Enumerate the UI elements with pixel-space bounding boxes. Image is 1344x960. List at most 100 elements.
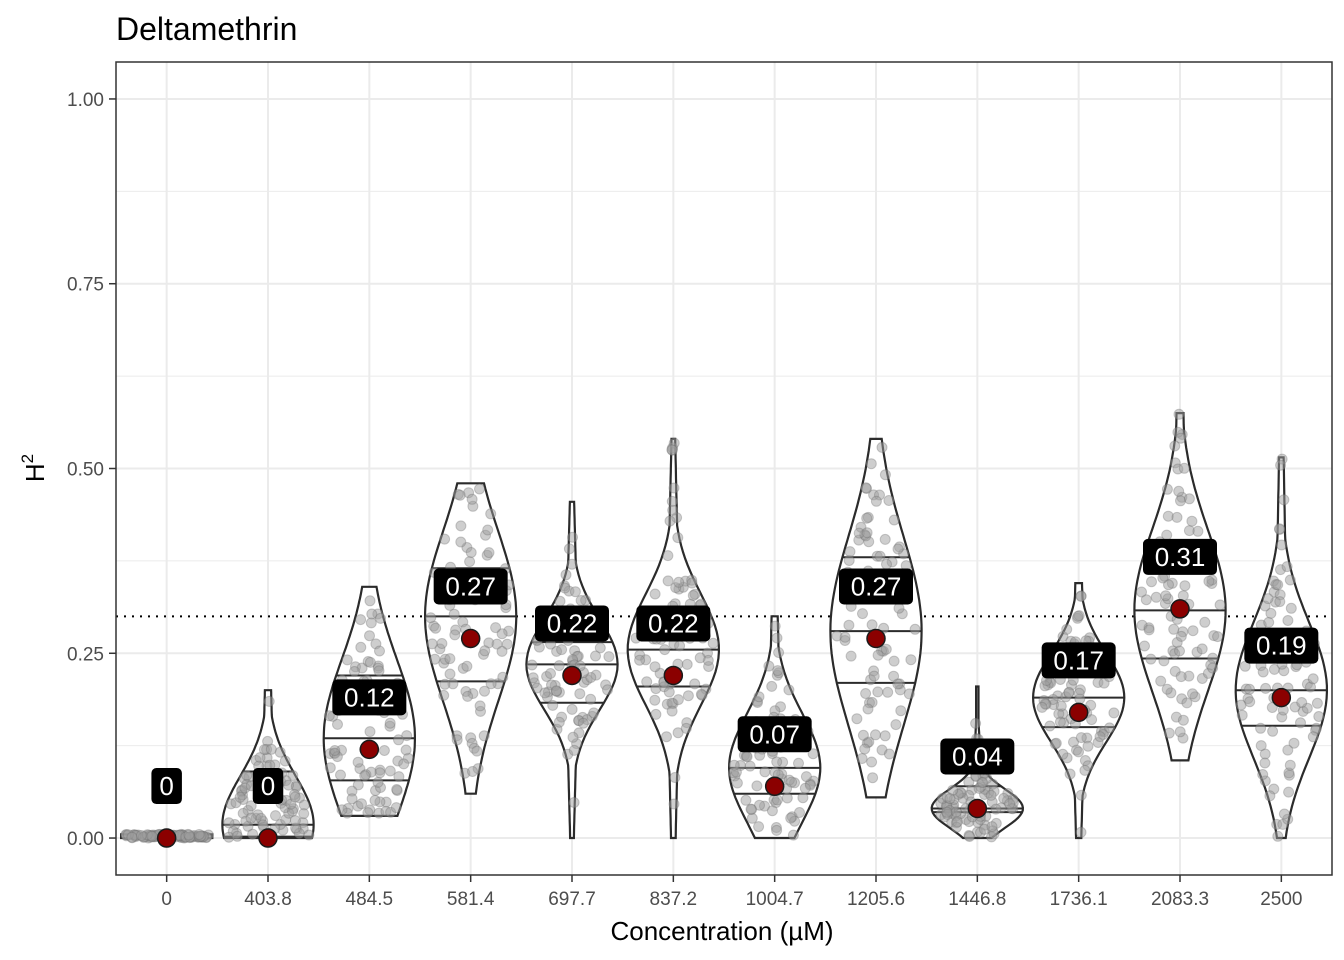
- jitter-point: [985, 789, 997, 801]
- jitter-point: [1004, 798, 1016, 810]
- jitter-point: [707, 637, 719, 649]
- jitter-point: [478, 730, 490, 742]
- jitter-point: [1161, 483, 1173, 495]
- jitter-point: [372, 776, 384, 788]
- x-tick-label: 2083.3: [1151, 889, 1209, 910]
- jitter-point: [263, 695, 275, 707]
- jitter-point: [745, 803, 757, 815]
- jitter-point: [785, 812, 797, 824]
- value-label: 0.22: [648, 608, 699, 638]
- jitter-point: [479, 685, 490, 697]
- jitter-point: [1150, 591, 1162, 603]
- jitter-point: [1075, 732, 1087, 744]
- jitter-point: [680, 722, 692, 734]
- jitter-point: [1155, 675, 1167, 687]
- jitter-point: [771, 824, 783, 836]
- jitter-point: [439, 533, 451, 545]
- jitter-point: [634, 654, 646, 666]
- jitter-point: [1183, 493, 1195, 505]
- jitter-point: [289, 791, 301, 803]
- jitter-point: [364, 656, 376, 668]
- jitter-point: [329, 745, 341, 756]
- jitter-point: [471, 745, 483, 757]
- jitter-point: [763, 660, 775, 672]
- jitter-point: [668, 482, 680, 494]
- jitter-point: [773, 647, 785, 658]
- x-tick-label: 2500: [1260, 889, 1302, 910]
- jitter-point: [355, 614, 367, 626]
- x-axis-title: Concentration (µM): [610, 916, 833, 946]
- jitter-point: [393, 734, 404, 746]
- jitter-point: [1064, 768, 1076, 780]
- jitter-point: [1145, 653, 1157, 665]
- jitter-point: [483, 547, 495, 559]
- jitter-point: [797, 792, 809, 804]
- jitter-point: [146, 830, 158, 842]
- jitter-point: [1282, 615, 1294, 626]
- jitter-point: [547, 699, 559, 711]
- jitter-point: [879, 533, 891, 545]
- jitter-point: [574, 688, 586, 700]
- jitter-point: [126, 831, 138, 843]
- jitter-point: [349, 666, 360, 677]
- jitter-point: [356, 798, 367, 810]
- jitter-point: [1160, 590, 1172, 602]
- jitter-point: [464, 556, 476, 568]
- jitter-point: [865, 458, 877, 470]
- jitter-point: [844, 546, 856, 558]
- mean-point-837.2: [663, 665, 684, 686]
- value-label: 0.27: [851, 571, 902, 601]
- jitter-point: [245, 800, 257, 812]
- jitter-point: [666, 705, 678, 717]
- jitter-point: [490, 622, 502, 634]
- jitter-point: [759, 766, 771, 778]
- jitter-point: [1173, 485, 1185, 497]
- mean-point-403.8: [258, 828, 278, 848]
- jitter-point: [1311, 697, 1323, 709]
- jitter-point: [672, 532, 684, 544]
- jitter-point: [1136, 619, 1148, 631]
- jitter-point: [462, 690, 474, 702]
- jitter-point: [444, 668, 456, 680]
- value-label-bg: [940, 738, 1015, 775]
- jitter-point: [1281, 561, 1293, 573]
- y-tick-label: 0.00: [67, 829, 104, 850]
- jitter-point: [866, 756, 878, 768]
- jitter-point: [1143, 624, 1155, 636]
- jitter-point: [444, 653, 456, 665]
- jitter-point: [1199, 616, 1211, 628]
- jitter-point: [740, 794, 752, 806]
- jitter-point: [1283, 786, 1295, 798]
- jitter-point: [1255, 722, 1267, 734]
- jitter-point: [391, 784, 403, 795]
- jitter-point: [398, 758, 410, 770]
- jitter-point: [1274, 596, 1286, 608]
- jitter-point: [341, 654, 353, 666]
- jitter-point: [384, 717, 396, 729]
- mean-point-484.5: [359, 739, 380, 760]
- value-label-bg: [433, 568, 508, 605]
- jitter-point: [401, 730, 413, 742]
- x-tick-label: 837.2: [650, 889, 698, 910]
- value-label: 0: [159, 771, 173, 801]
- jitter-point: [556, 644, 568, 656]
- jitter-point: [1075, 789, 1087, 801]
- jitter-point: [467, 766, 478, 777]
- jitter-point: [666, 495, 678, 507]
- jitter-point: [872, 686, 884, 698]
- jitter-point: [474, 700, 486, 712]
- x-tick-label: 484.5: [346, 889, 394, 910]
- jitter-point: [496, 645, 508, 657]
- jitter-point: [568, 744, 580, 756]
- jitter-point: [649, 588, 661, 600]
- mean-point-1205.6: [866, 628, 886, 649]
- jitter-point: [324, 762, 336, 774]
- jitter-point: [364, 726, 376, 738]
- jitter-point: [781, 792, 793, 804]
- jitter-point: [771, 756, 783, 768]
- jitter-point: [1260, 682, 1272, 694]
- y-tick-label: 0.25: [67, 644, 104, 665]
- jitter-point: [1257, 769, 1269, 780]
- jitter-point: [594, 642, 606, 654]
